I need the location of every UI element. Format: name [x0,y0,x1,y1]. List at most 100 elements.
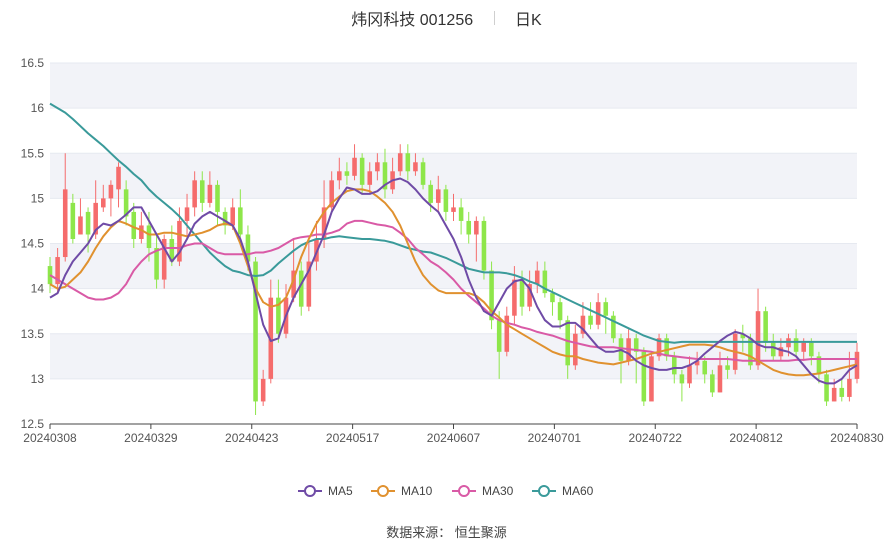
candle-body [557,302,563,321]
line-ma5 [49,177,858,385]
candle-body [474,220,479,235]
candle-body [260,378,266,402]
candle-body [565,320,570,366]
candle-body [542,270,548,294]
candle-body [291,270,296,298]
candle-body [397,153,403,172]
x-tick-label: 20240517 [326,431,380,445]
y-tick-label: 15 [31,191,45,205]
candle-body [55,257,60,285]
y-tick-label: 12.5 [21,417,45,431]
candle-body [679,374,685,384]
candle-body [413,162,418,172]
candle-body [253,261,258,402]
candle-body [824,374,829,402]
candle-body [192,180,197,208]
x-tick-label: 20240607 [427,431,481,445]
candle-body [770,342,776,357]
candle-body [245,234,251,262]
candle-body [139,225,144,239]
candle-body [184,207,190,221]
y-tick-label: 15.5 [21,146,45,160]
candle-body [268,297,274,379]
candle-body [801,342,806,352]
candle-body [633,338,639,352]
x-tick-label: 20240830 [830,431,884,445]
candle-body [717,365,723,393]
candle-body [131,211,137,239]
candle-body [611,315,616,339]
candle-body [154,248,159,280]
x-tick-label: 20240701 [528,431,582,445]
candle-body [101,198,106,208]
candle-body [793,338,799,352]
candle-body [847,378,852,397]
candle-body [671,356,677,375]
candle-body [831,387,837,402]
candle-body [238,207,243,235]
candle-body [169,238,175,262]
candle-body [778,347,784,357]
candle-body [534,270,540,285]
candle-body [725,365,730,370]
candle-body [123,189,129,217]
candle-body [352,157,357,176]
legend-marker [377,485,389,497]
candle-body [337,171,342,181]
chart-period-label[interactable]: 日K [515,12,542,29]
legend-label: MA60 [562,484,594,498]
candle-body [580,315,586,334]
grid-band [50,63,857,109]
candle-body [443,189,449,212]
candle-body [329,180,334,208]
candle-body [359,157,365,185]
legend-label: MA10 [401,484,433,498]
candle-body [512,279,517,316]
candle-body [161,238,167,280]
candle-body [573,333,578,366]
legend-marker [304,485,316,497]
x-tick-label: 20240722 [629,431,683,445]
legend-marker [458,485,470,497]
legend-item-ma10[interactable]: MA10 [371,484,433,498]
candle-body [839,387,845,397]
legend-item-ma60[interactable]: MA60 [532,484,594,498]
y-tick-label: 14 [31,282,45,296]
legend-item-ma5[interactable]: MA5 [298,484,353,498]
y-tick-label: 13.5 [21,327,45,341]
candle-body [367,171,373,185]
candle-body [740,333,746,339]
candle-body [710,374,715,393]
candle-body [108,184,114,199]
candle-body [458,207,464,221]
candle-body [306,261,312,307]
candle-body [298,270,304,307]
candle-body [748,338,753,366]
candle-body [496,320,502,352]
candle-body [641,351,647,402]
candle-body [70,202,76,239]
candle-body [199,180,205,203]
candle-body [451,207,456,212]
candle-body [435,189,441,203]
candle-body [222,211,228,226]
candle-body [47,266,53,285]
legend-item-ma30[interactable]: MA30 [452,484,514,498]
candle-body [420,162,426,185]
legend-label: MA5 [328,484,353,498]
candle-body [816,356,822,375]
line-ma60 [49,102,857,344]
candle-body [466,220,472,235]
candle-body [215,184,220,212]
candle-body [481,220,487,271]
legend-label: MA30 [482,484,514,498]
title-separator [493,11,495,25]
candle-body [85,211,91,235]
candle-body [116,166,121,190]
candle-body [763,311,768,343]
y-tick-label: 16 [31,101,45,115]
candle-body [519,279,525,307]
candle-body [428,184,433,203]
candle-body [649,356,654,402]
